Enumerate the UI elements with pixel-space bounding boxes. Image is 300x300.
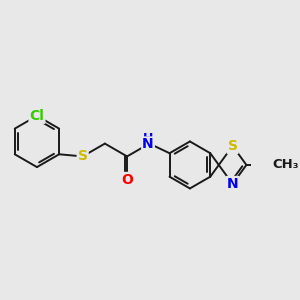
Text: H: H bbox=[143, 132, 153, 145]
Text: O: O bbox=[121, 173, 133, 187]
Text: N: N bbox=[142, 137, 154, 152]
Text: S: S bbox=[78, 149, 88, 164]
Text: S: S bbox=[228, 139, 238, 153]
Text: N: N bbox=[227, 177, 239, 191]
Text: CH₃: CH₃ bbox=[272, 158, 298, 172]
Text: Cl: Cl bbox=[29, 109, 44, 123]
